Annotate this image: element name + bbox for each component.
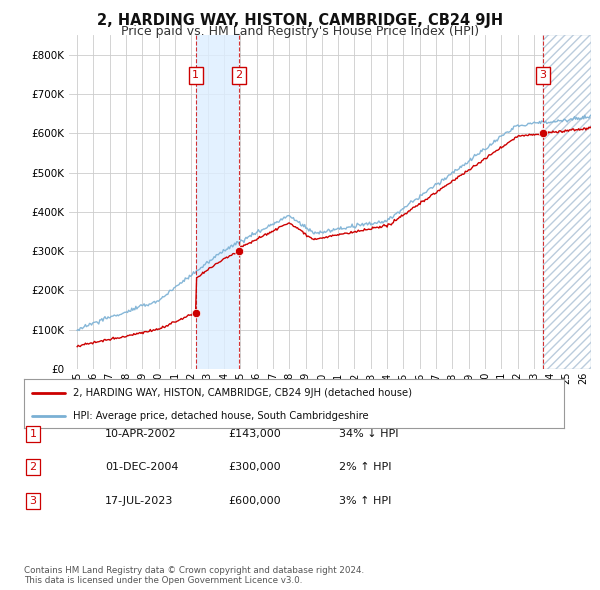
Text: 2, HARDING WAY, HISTON, CAMBRIDGE, CB24 9JH: 2, HARDING WAY, HISTON, CAMBRIDGE, CB24 … [97,13,503,28]
Text: 34% ↓ HPI: 34% ↓ HPI [339,429,398,438]
Text: HPI: Average price, detached house, South Cambridgeshire: HPI: Average price, detached house, Sout… [73,411,368,421]
Text: 3: 3 [539,70,546,80]
Text: 2: 2 [235,70,242,80]
Text: 1: 1 [29,429,37,438]
Text: Price paid vs. HM Land Registry's House Price Index (HPI): Price paid vs. HM Land Registry's House … [121,25,479,38]
Bar [543,35,591,369]
Text: £300,000: £300,000 [228,463,281,472]
Text: 10-APR-2002: 10-APR-2002 [105,429,176,438]
Text: 17-JUL-2023: 17-JUL-2023 [105,496,173,506]
Text: 2: 2 [29,463,37,472]
Text: £600,000: £600,000 [228,496,281,506]
Text: 3: 3 [29,496,37,506]
Text: 2, HARDING WAY, HISTON, CAMBRIDGE, CB24 9JH (detached house): 2, HARDING WAY, HISTON, CAMBRIDGE, CB24 … [73,388,412,398]
Text: 2% ↑ HPI: 2% ↑ HPI [339,463,391,472]
Text: 01-DEC-2004: 01-DEC-2004 [105,463,179,472]
Text: 3% ↑ HPI: 3% ↑ HPI [339,496,391,506]
Text: Contains HM Land Registry data © Crown copyright and database right 2024.
This d: Contains HM Land Registry data © Crown c… [24,566,364,585]
Bar [196,35,239,369]
Text: £143,000: £143,000 [228,429,281,438]
Text: 1: 1 [192,70,199,80]
